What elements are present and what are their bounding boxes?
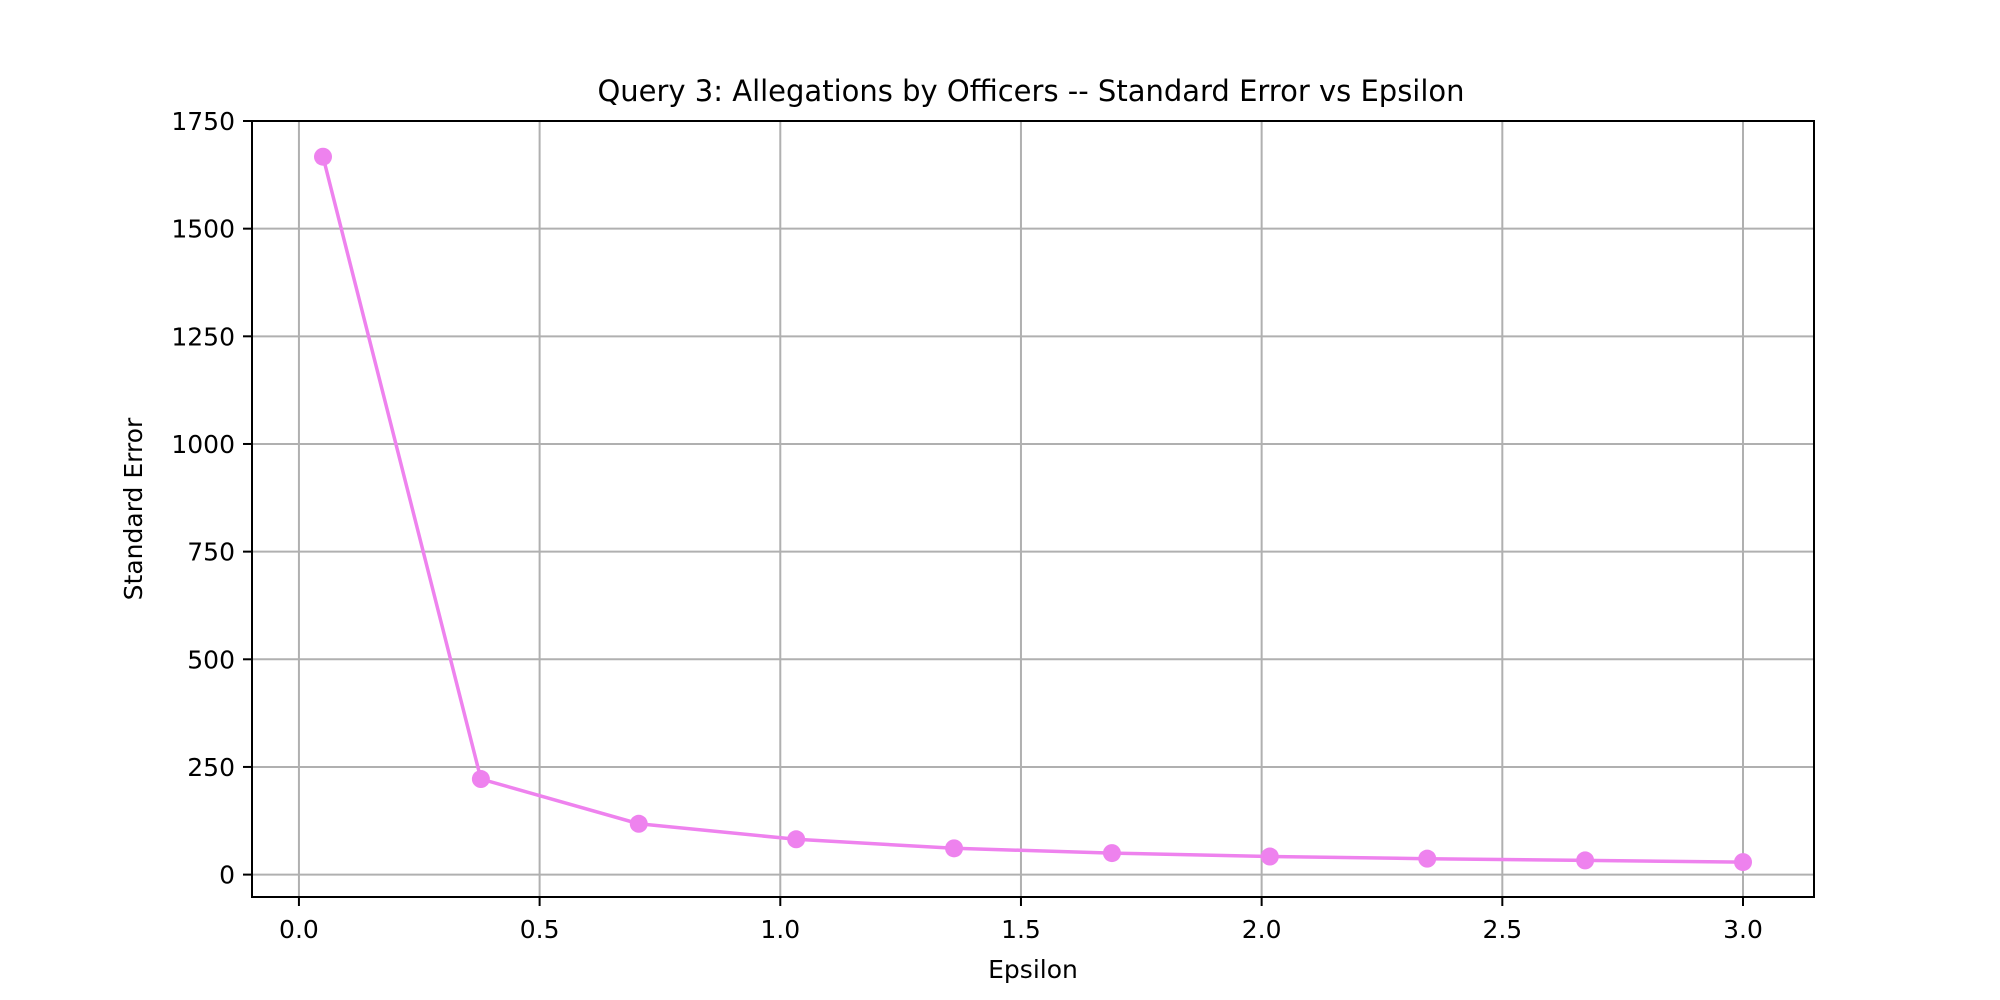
x-tick-label: 0.5 [520,915,560,944]
data-point [1260,847,1279,866]
data-point [314,147,332,166]
y-axis-label: Standard Error [119,417,148,600]
x-tick-label: 2.5 [1482,915,1522,944]
x-axis-label: Epsilon [988,955,1078,984]
data-point [787,830,806,849]
data-point [1734,853,1752,872]
data-point [945,839,964,858]
x-tick-label: 1.5 [1001,915,1041,944]
y-tick-label: 750 [187,538,235,567]
y-tick-label: 1750 [171,107,235,136]
ticks: 0.0 0.5 1.0 1.5 2.0 2.5 3.0 0 250 500 750 1000 1250 1… [171,107,1763,944]
series-layer [314,147,1752,872]
y-tick-label: 1000 [171,430,235,459]
data-point [1576,851,1595,870]
plot-frame [251,120,1815,898]
y-tick-label: 1250 [171,322,235,351]
x-tick-label: 3.0 [1723,915,1763,944]
x-tick-label: 1.0 [760,915,800,944]
y-tick-label: 500 [187,645,235,674]
data-point [1102,844,1121,863]
chart-title: Query 3: Allegations by Officers -- Stan… [597,74,1464,108]
series-line [321,156,1744,864]
data-point [1418,849,1437,868]
y-tick-label: 0 [219,861,235,890]
y-tick-label: 250 [187,753,235,782]
data-point [471,770,490,789]
y-tick-label: 1500 [171,215,235,244]
x-tick-label: 0.0 [279,915,319,944]
x-tick-label: 2.0 [1242,915,1282,944]
data-point [629,814,648,833]
